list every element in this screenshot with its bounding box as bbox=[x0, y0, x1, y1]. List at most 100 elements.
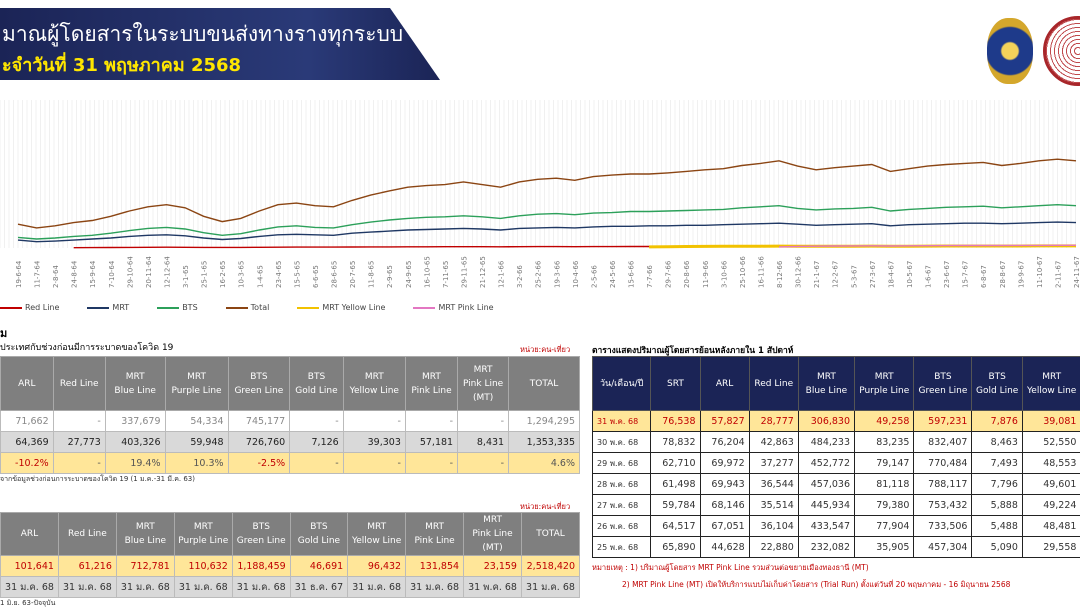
table-cell: 44,628 bbox=[699, 536, 750, 558]
table-row: 28 พ.ค. 68 61,498 69,943 36,544 457,036 81,11… bbox=[591, 473, 1080, 495]
comparison-footnote: จากข้อมูลช่วงก่อนการระบาดของโควิด 19 (1 … bbox=[0, 475, 195, 483]
column-header: MRT Yellow Line bbox=[342, 356, 406, 411]
x-tick-label: 16-10-65 bbox=[423, 256, 431, 288]
table-cell: - bbox=[404, 410, 459, 432]
table-cell: 131,854 bbox=[405, 555, 465, 577]
table-cell: 25 พ.ค. 68 bbox=[591, 536, 652, 558]
column-header: MRT Blue Line bbox=[115, 512, 175, 556]
x-tick-label: 10-4-66 bbox=[572, 260, 580, 288]
x-tick-label: 21-12-65 bbox=[479, 256, 487, 288]
x-tick-label: 25-2-66 bbox=[535, 260, 543, 288]
table-cell: 457,036 bbox=[797, 473, 856, 495]
table-cell: 69,972 bbox=[699, 452, 750, 474]
column-header: TOTAL bbox=[520, 512, 581, 556]
table-row: 27 พ.ค. 68 59,784 68,146 35,514 445,934 79,38… bbox=[591, 494, 1080, 516]
x-tick-label: 29-7-66 bbox=[665, 260, 673, 288]
legend-swatch bbox=[297, 306, 320, 309]
compare-table-title: ประเทศกับช่วงก่อนมีการระบาดของโควิด 19 bbox=[0, 343, 174, 353]
table-cell: 8,463 bbox=[971, 431, 1023, 453]
x-tick-label: 28-6-65 bbox=[331, 261, 339, 288]
table-cell: 7,493 bbox=[971, 452, 1023, 474]
table-cell: 28,777 bbox=[748, 410, 799, 432]
x-tick-label: 27-3-67 bbox=[869, 261, 877, 288]
legend-label: MRT Yellow Line bbox=[322, 303, 386, 312]
column-header: Red Line bbox=[748, 356, 799, 411]
table-cell: 26 พ.ค. 68 bbox=[591, 515, 652, 537]
legend-swatch bbox=[0, 306, 22, 309]
x-tick-label: 16-11-66 bbox=[757, 256, 765, 288]
legend-item: Total bbox=[225, 303, 270, 312]
table-cell: 71,662 bbox=[0, 410, 54, 432]
ministry-emblem-logo bbox=[987, 18, 1033, 84]
table-cell: 7,126 bbox=[289, 431, 344, 453]
table-cell: 49,224 bbox=[1021, 494, 1080, 516]
table-cell: 31 ม.ค. 68 bbox=[405, 576, 465, 598]
table-cell: 76,538 bbox=[650, 410, 701, 432]
series-line-total bbox=[17, 158, 1077, 229]
column-header: BTS Gold Line bbox=[289, 512, 349, 556]
x-tick-label: 19-6-64 bbox=[15, 260, 23, 288]
chart-legend: Red Line MRT BTS Total MRT Yellow Line MRT Pi… bbox=[0, 303, 522, 312]
unit-label: หน่วย:คน-เที่ยว bbox=[520, 345, 571, 354]
table-cell: 52,550 bbox=[1021, 431, 1080, 453]
x-tick-label: 2-11-67 bbox=[1054, 261, 1062, 288]
table-cell: 5,488 bbox=[971, 515, 1023, 537]
table-cell: 5,888 bbox=[971, 494, 1023, 516]
table-cell: 29,558 bbox=[1021, 536, 1080, 558]
x-tick-label: 12-1-66 bbox=[498, 260, 506, 288]
column-header: ARL bbox=[0, 512, 59, 556]
note-2: 2) MRT Pink Line (MT) เปิดให้บริการแบบไม… bbox=[622, 580, 1011, 589]
table-row: 29 พ.ค. 68 62,710 69,972 37,277 452,772 79,14… bbox=[591, 452, 1080, 474]
page-title: มาณผู้โดยสารในระบบขนส่งทางรางทุกระบบ bbox=[2, 22, 404, 46]
table-cell: 61,498 bbox=[650, 473, 701, 495]
column-header: BTS Gold Line bbox=[971, 356, 1023, 411]
table-row: 31 ม.ค. 68 31 ม.ค. 68 31 ม.ค. 68 31 ม.ค. 68… bbox=[0, 576, 581, 598]
table-cell: 48,481 bbox=[1021, 515, 1080, 537]
x-tick-label: 15-9-64 bbox=[89, 260, 97, 288]
table-cell: 31 ม.ค. 68 bbox=[520, 576, 581, 598]
table-cell: 7,796 bbox=[971, 473, 1023, 495]
column-header: BTS Green Line bbox=[231, 512, 291, 556]
table-cell: - bbox=[457, 410, 510, 432]
legend-swatch bbox=[87, 306, 110, 309]
table-cell: 484,233 bbox=[797, 431, 856, 453]
table-cell: 35,905 bbox=[854, 536, 915, 558]
table-cell: 445,934 bbox=[797, 494, 856, 516]
legend-label: Total bbox=[250, 303, 270, 312]
x-tick-label: 24-5-66 bbox=[609, 260, 617, 288]
x-tick-label: 24-8-64 bbox=[71, 260, 79, 288]
table-row: 25 พ.ค. 68 65,890 44,628 22,880 232,082 35,90… bbox=[591, 536, 1080, 558]
table-cell: 726,760 bbox=[227, 431, 291, 453]
x-tick-label: 3-2-66 bbox=[516, 265, 524, 288]
column-header: MRT Purple Line bbox=[854, 356, 915, 411]
table-cell: - bbox=[457, 452, 510, 474]
x-tick-label: 19-3-66 bbox=[553, 260, 561, 288]
table-cell: 67,051 bbox=[699, 515, 750, 537]
table-cell: 403,326 bbox=[104, 431, 166, 453]
x-tick-label: 1-6-67 bbox=[925, 265, 933, 288]
x-tick-label: 29-10-64 bbox=[126, 256, 134, 288]
table-cell: 39,303 bbox=[342, 431, 406, 453]
column-header: MRT Pink Line (MT) bbox=[457, 356, 510, 411]
table-cell: 433,547 bbox=[797, 515, 856, 537]
x-tick-label: 3-1-65 bbox=[182, 265, 190, 288]
table-cell: 83,235 bbox=[854, 431, 915, 453]
table-cell: 23,159 bbox=[463, 555, 522, 577]
legend-label: Red Line bbox=[25, 303, 60, 312]
table-cell: 1,294,295 bbox=[508, 410, 580, 432]
column-header: MRT Purple Line bbox=[164, 356, 229, 411]
x-tick-label: 20-7-65 bbox=[349, 261, 357, 288]
column-header: วัน/เดือน/ปี bbox=[591, 356, 652, 411]
legend-swatch bbox=[225, 306, 248, 309]
legend-item: MRT Pink Line bbox=[413, 303, 494, 312]
x-tick-label: 2-8-64 bbox=[52, 265, 60, 288]
table-row: 101,641 61,216 712,781 110,632 1,188,459 46,6… bbox=[0, 555, 581, 577]
table-cell: 79,380 bbox=[854, 494, 915, 516]
x-tick-label: 15-5-65 bbox=[293, 261, 301, 288]
series-line-mrt bbox=[17, 221, 1077, 243]
table-cell: 733,506 bbox=[913, 515, 973, 537]
x-tick-label: 23-6-67 bbox=[943, 261, 951, 288]
table-cell: 69,943 bbox=[699, 473, 750, 495]
x-tick-label: 18-4-67 bbox=[887, 261, 895, 288]
series-line-mrt-pink-line bbox=[778, 244, 1076, 248]
